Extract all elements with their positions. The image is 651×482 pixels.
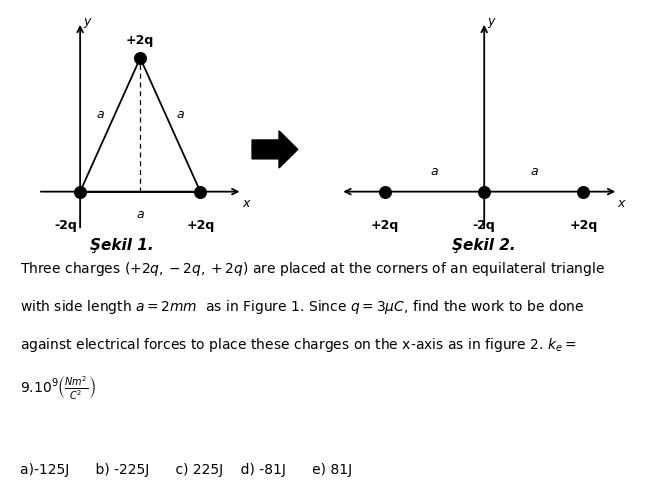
Point <box>578 188 589 196</box>
Point <box>195 188 206 196</box>
Text: -2q: -2q <box>473 219 495 232</box>
FancyArrow shape <box>252 131 298 168</box>
Text: y: y <box>83 15 91 28</box>
Text: +2q: +2q <box>186 219 214 232</box>
Point <box>380 188 390 196</box>
Text: a: a <box>176 108 184 121</box>
Text: a: a <box>97 108 104 121</box>
Text: Şekil 2.: Şekil 2. <box>452 238 516 253</box>
Text: a: a <box>530 165 538 178</box>
Text: +2q: +2q <box>126 34 154 47</box>
Text: $9.10^9 \left(\frac{Nm^2}{C^2}\right)$: $9.10^9 \left(\frac{Nm^2}{C^2}\right)$ <box>20 375 95 402</box>
Text: +2q: +2q <box>569 219 598 232</box>
Text: y: y <box>488 15 495 28</box>
Text: Three charges $(+2q,-2q,+2q)$ are placed at the corners of an equilateral triang: Three charges $(+2q,-2q,+2q)$ are placed… <box>20 260 604 278</box>
Text: with side length $a = 2mm$  as in Figure 1. Since $q = 3\mu C$, find the work to: with side length $a = 2mm$ as in Figure … <box>20 298 584 316</box>
Text: x: x <box>617 198 625 211</box>
Text: a: a <box>137 208 144 221</box>
Text: Şekil 1.: Şekil 1. <box>90 238 154 253</box>
Point <box>479 188 490 196</box>
Text: x: x <box>242 198 250 211</box>
Text: a)-125J      b) -225J      c) 225J    d) -81J      e) 81J: a)-125J b) -225J c) 225J d) -81J e) 81J <box>20 464 352 478</box>
Text: against electrical forces to place these charges on the x-axis as in figure 2. $: against electrical forces to place these… <box>20 336 576 354</box>
Text: -2q: -2q <box>54 219 77 232</box>
Point <box>75 188 85 196</box>
Point <box>135 54 145 62</box>
Text: +2q: +2q <box>371 219 399 232</box>
Text: a: a <box>431 165 438 178</box>
